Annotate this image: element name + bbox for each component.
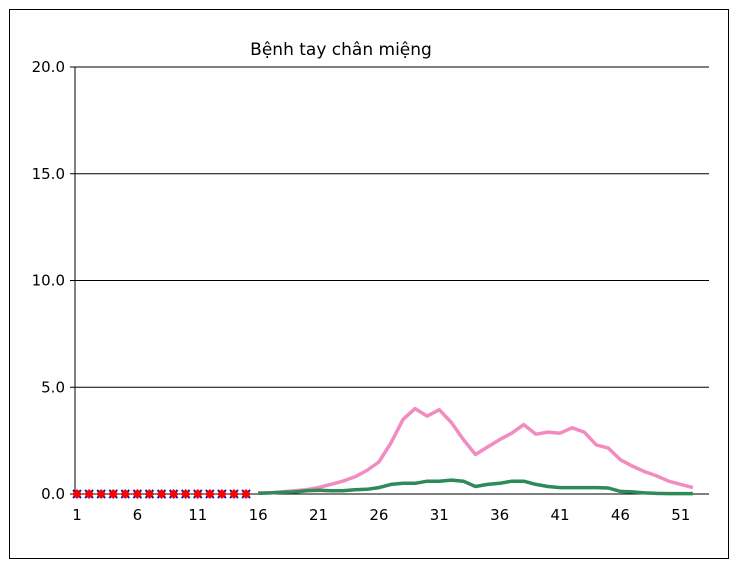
marker-diamond-point (180, 489, 191, 499)
marker-diamond-point (241, 489, 252, 499)
x-tick-label: 41 (551, 506, 570, 524)
x-tick-label: 51 (671, 506, 690, 524)
marker-diamond-point (216, 489, 227, 499)
x-tick-label: 11 (188, 506, 207, 524)
x-tick-label: 36 (490, 506, 509, 524)
x-tick-label: 31 (430, 506, 449, 524)
x-tick-label: 46 (611, 506, 630, 524)
marker-diamond-point (132, 489, 143, 499)
x-tick-label: 1 (72, 506, 82, 524)
marker-diamond-point (72, 489, 82, 499)
marker-diamond-point (84, 489, 95, 499)
x-tick-label: 21 (309, 506, 328, 524)
series-layer (72, 406, 694, 499)
y-tick-label: 15.0 (32, 165, 65, 183)
marker-diamond-point (96, 489, 107, 499)
marker-diamond-point (192, 489, 203, 499)
y-tick-label: 10.0 (32, 272, 65, 290)
line-chart: Bệnh tay chân miệng 0.05.010.015.020.01 6… (32, 40, 709, 524)
y-tick-label: 5.0 (41, 378, 65, 396)
series-line-1 (258, 478, 693, 496)
x-tick-label: 6 (133, 506, 143, 524)
y-tick-label: 0.0 (41, 485, 65, 503)
gridlines (75, 66, 709, 388)
x-tick-label: 26 (369, 506, 388, 524)
y-tick-label: 20.0 (32, 58, 65, 76)
marker-diamond-point (108, 489, 119, 499)
marker-diamond-point (120, 489, 131, 499)
chart-frame: Bệnh tay chân miệng 0.0 5.0 10.0 15.0 20.0 1 6… (9, 9, 729, 559)
marker-diamond-point (228, 489, 239, 499)
series-line-0 (258, 406, 694, 495)
marker-diamond-point (144, 489, 155, 499)
chart-title: Bệnh tay chân miệng (250, 40, 432, 60)
marker-diamond-point (168, 489, 179, 499)
marker-diamond-point (204, 489, 215, 499)
marker-diamond-point (156, 489, 167, 499)
x-tick-label: 16 (249, 506, 268, 524)
axes: 0.05.010.015.020.01 6 11 16 21 26 31 36 41 46 51 (32, 58, 709, 524)
